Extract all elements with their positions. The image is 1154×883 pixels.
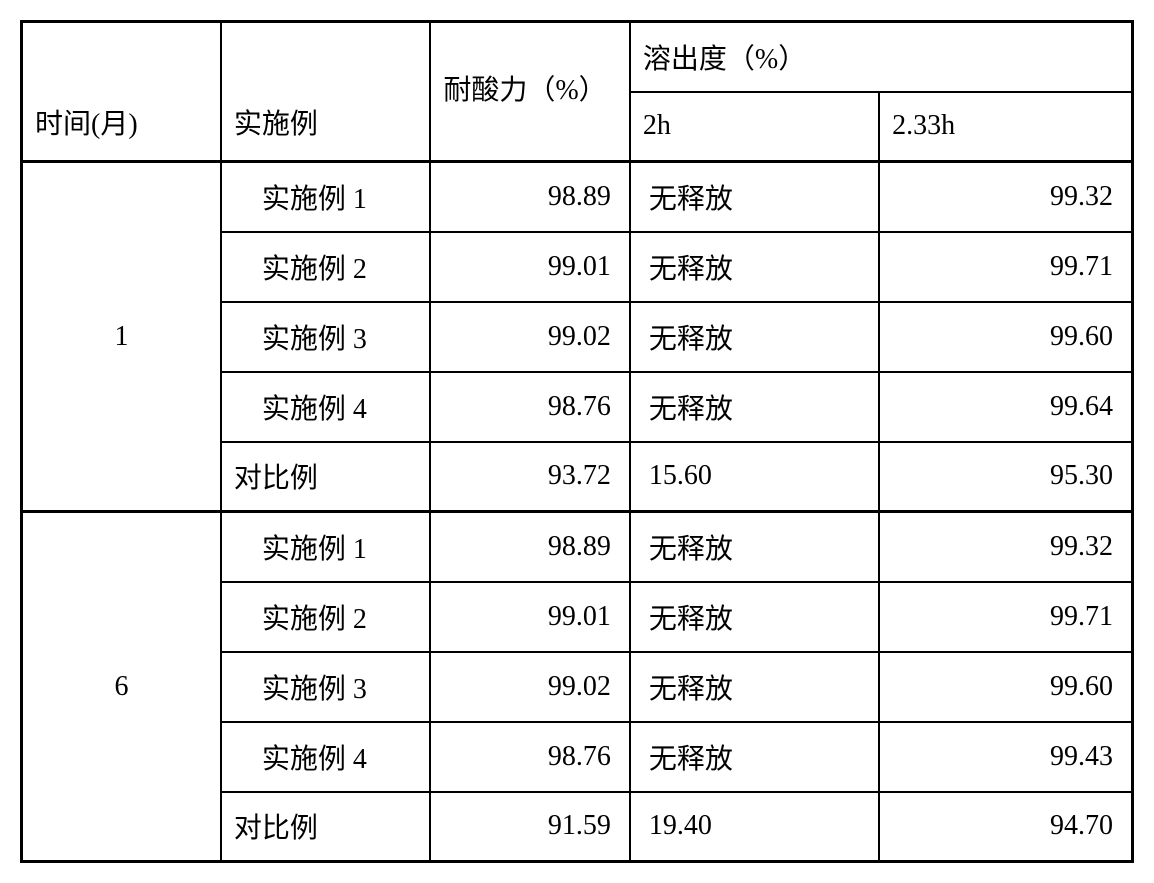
table-row: 6实施例 198.89无释放99.32 bbox=[22, 512, 1133, 582]
acid-cell: 99.01 bbox=[430, 232, 630, 302]
header-example: 实施例 bbox=[221, 22, 430, 162]
dis-2h-cell: 无释放 bbox=[630, 722, 879, 792]
header-acid: 耐酸力（%） bbox=[430, 22, 630, 162]
acid-cell: 99.02 bbox=[430, 302, 630, 372]
header-2h: 2h bbox=[630, 92, 879, 162]
example-cell: 实施例 4 bbox=[221, 722, 430, 792]
table-row: 1实施例 198.89无释放99.32 bbox=[22, 162, 1133, 232]
example-cell: 实施例 3 bbox=[221, 652, 430, 722]
acid-cell: 98.89 bbox=[430, 512, 630, 582]
acid-cell: 99.01 bbox=[430, 582, 630, 652]
dis-2h-cell: 无释放 bbox=[630, 162, 879, 232]
dis-2h-cell: 无释放 bbox=[630, 652, 879, 722]
dis-233h-cell: 99.32 bbox=[879, 162, 1132, 232]
dis-2h-cell: 无释放 bbox=[630, 372, 879, 442]
example-cell: 实施例 4 bbox=[221, 372, 430, 442]
acid-cell: 98.76 bbox=[430, 722, 630, 792]
dis-2h-cell: 无释放 bbox=[630, 302, 879, 372]
dis-233h-cell: 95.30 bbox=[879, 442, 1132, 512]
header-233h: 2.33h bbox=[879, 92, 1132, 162]
acid-cell: 98.76 bbox=[430, 372, 630, 442]
example-cell: 对比例 bbox=[221, 792, 430, 862]
dis-2h-cell: 19.40 bbox=[630, 792, 879, 862]
acid-cell: 91.59 bbox=[430, 792, 630, 862]
example-cell: 实施例 1 bbox=[221, 162, 430, 232]
dis-2h-cell: 15.60 bbox=[630, 442, 879, 512]
dis-233h-cell: 99.71 bbox=[879, 232, 1132, 302]
dis-233h-cell: 99.43 bbox=[879, 722, 1132, 792]
dis-233h-cell: 99.60 bbox=[879, 652, 1132, 722]
acid-cell: 93.72 bbox=[430, 442, 630, 512]
example-cell: 实施例 1 bbox=[221, 512, 430, 582]
dis-233h-cell: 94.70 bbox=[879, 792, 1132, 862]
acid-cell: 99.02 bbox=[430, 652, 630, 722]
header-dissolution: 溶出度（%） bbox=[630, 22, 1133, 92]
dis-2h-cell: 无释放 bbox=[630, 512, 879, 582]
data-table: 时间(月) 实施例 耐酸力（%） 溶出度（%） 2h 2.33h 1实施例 19… bbox=[20, 20, 1134, 863]
example-cell: 实施例 2 bbox=[221, 232, 430, 302]
acid-cell: 98.89 bbox=[430, 162, 630, 232]
time-cell: 6 bbox=[22, 512, 221, 862]
example-cell: 实施例 3 bbox=[221, 302, 430, 372]
dis-2h-cell: 无释放 bbox=[630, 232, 879, 302]
dis-233h-cell: 99.64 bbox=[879, 372, 1132, 442]
dis-233h-cell: 99.60 bbox=[879, 302, 1132, 372]
dis-233h-cell: 99.71 bbox=[879, 582, 1132, 652]
example-cell: 实施例 2 bbox=[221, 582, 430, 652]
dis-233h-cell: 99.32 bbox=[879, 512, 1132, 582]
example-cell: 对比例 bbox=[221, 442, 430, 512]
header-time: 时间(月) bbox=[22, 22, 221, 162]
dis-2h-cell: 无释放 bbox=[630, 582, 879, 652]
time-cell: 1 bbox=[22, 162, 221, 512]
